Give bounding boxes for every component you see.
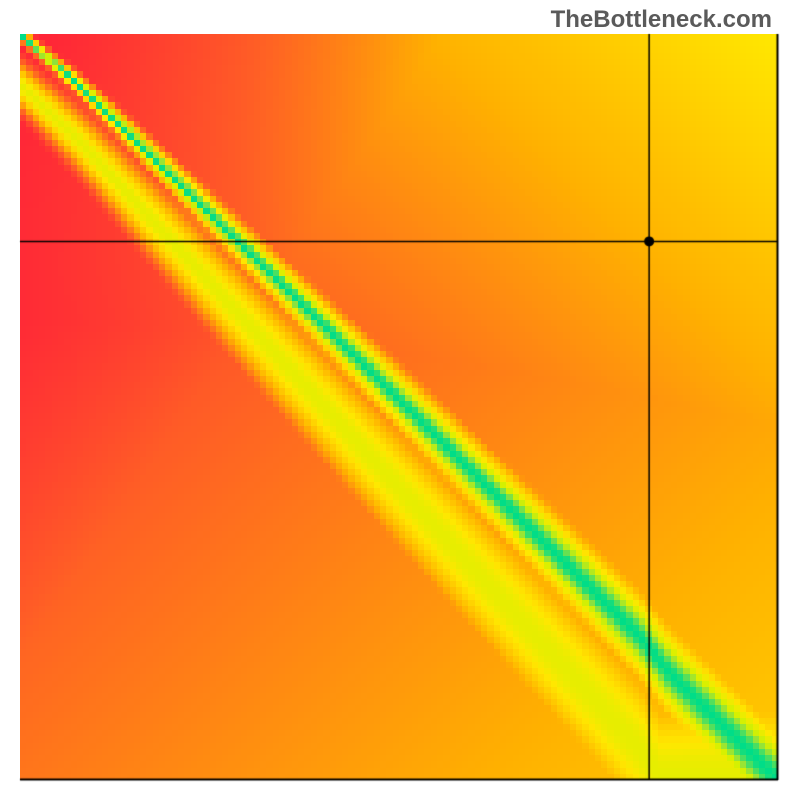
watermark-text: TheBottleneck.com — [551, 6, 772, 34]
chart-container: TheBottleneck.com — [0, 0, 800, 800]
bottleneck-heatmap — [20, 34, 778, 780]
